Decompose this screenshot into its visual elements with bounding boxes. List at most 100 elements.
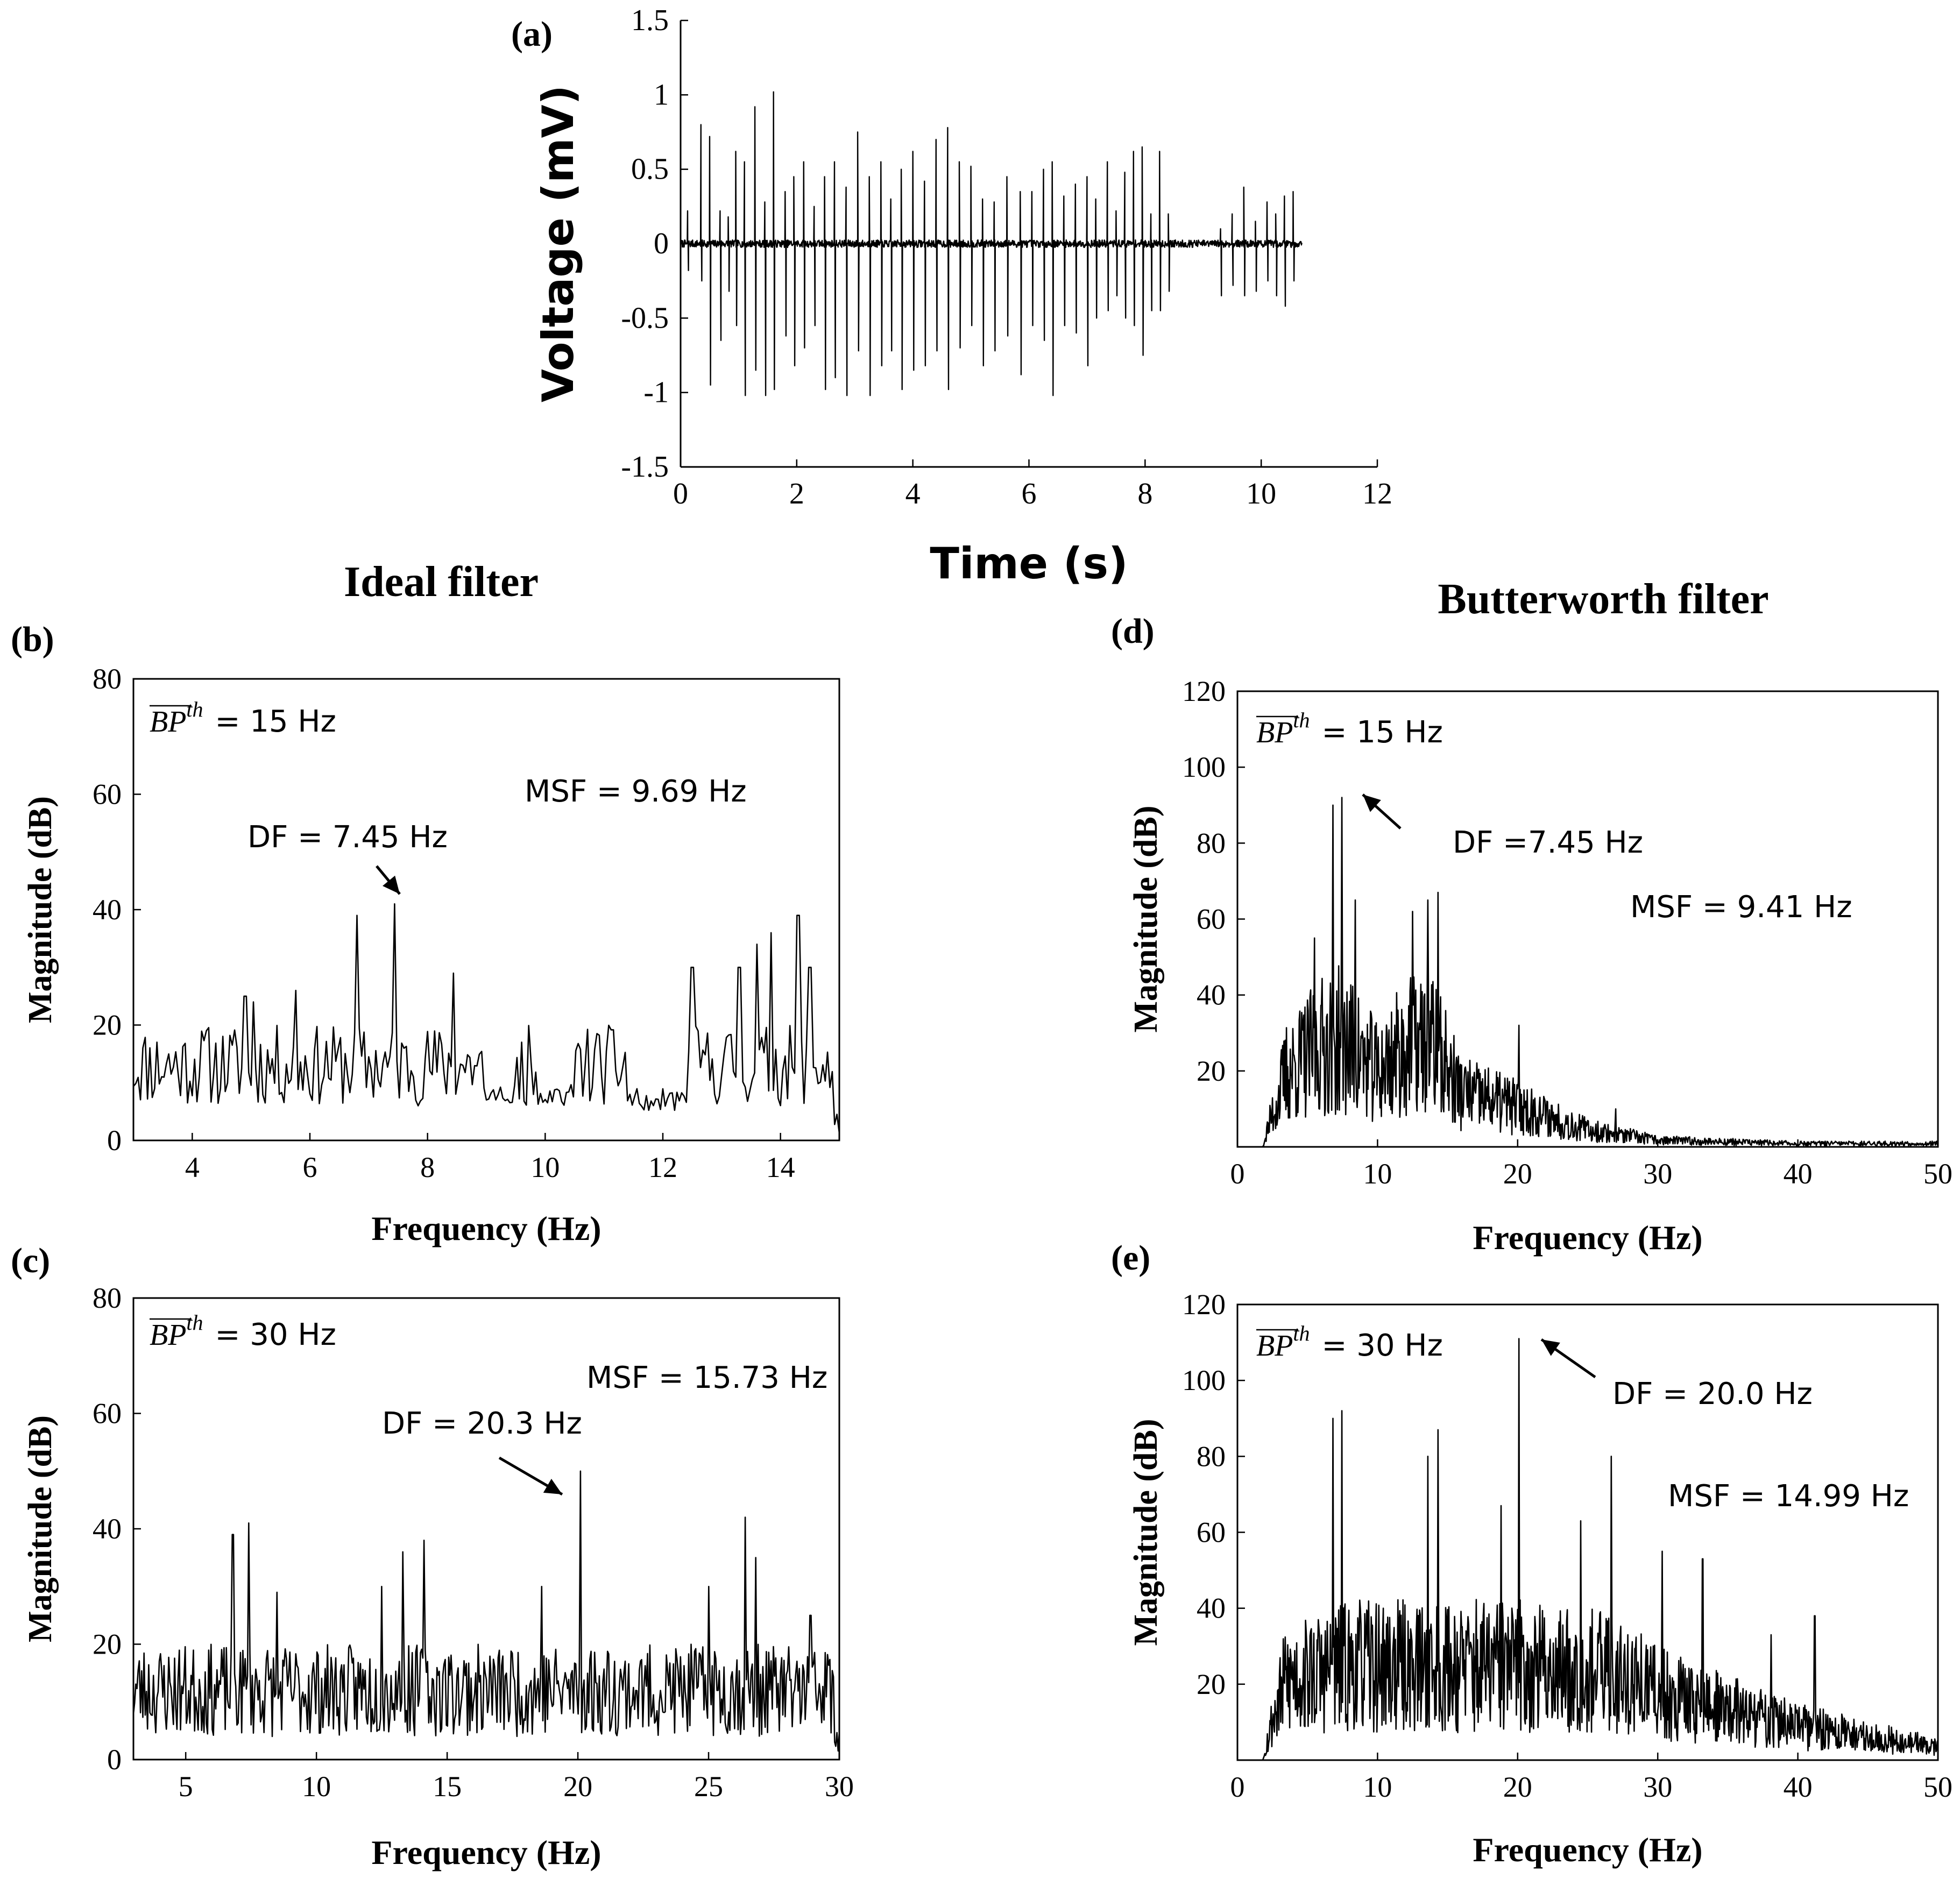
series-line [1237,1338,1939,1761]
y-tick-label: 1 [654,78,669,111]
x-axis-label: Time (s) [930,538,1128,588]
df-arrow-head [383,875,400,894]
x-tick-label: 6 [303,1151,317,1183]
y-tick-label: 0 [107,1124,122,1157]
panel-label: (e) [1111,1238,1150,1278]
panel-label: (d) [1111,612,1155,651]
msf-label: MSF = 9.41 Hz [1630,890,1852,925]
bp-superscript: th [186,1310,203,1335]
x-tick-label: 8 [1137,477,1152,510]
y-tick-label: -1 [643,376,669,409]
bandpass-threshold-label: BPth = 15 Hz [1256,708,1443,750]
df-label: DF = 20.0 Hz [1612,1377,1813,1412]
y-tick-label: 60 [93,1398,122,1430]
y-axis-label: Magnitude (dB) [22,796,59,1023]
panel-label: (a) [511,15,553,54]
x-tick-label: 10 [1363,1158,1392,1190]
bp-superscript: th [186,697,203,721]
x-tick-label: 4 [905,477,921,510]
bp-symbol: BP [150,705,186,739]
x-tick-label: 0 [1230,1158,1245,1190]
panel-label: (b) [11,620,54,659]
x-axis-label: Frequency (Hz) [371,1209,601,1247]
y-axis-label: Magnitude (dB) [1128,806,1164,1033]
y-tick-label: 40 [93,1513,122,1545]
df-arrow-head [1363,795,1381,812]
bp-symbol: BP [1256,1329,1293,1363]
x-tick-label: 15 [433,1770,462,1803]
y-tick-label: -1.5 [621,450,669,484]
series-line [1237,797,1939,1148]
bp-superscript: th [1293,708,1310,732]
x-tick-label: 2 [789,477,804,510]
x-tick-label: 40 [1784,1158,1813,1190]
y-tick-label: 60 [93,778,122,811]
y-tick-label: 120 [1182,1288,1226,1321]
df-label: DF =7.45 Hz [1453,825,1643,860]
x-tick-label: 20 [563,1770,592,1803]
x-axis-label: Frequency (Hz) [1473,1218,1702,1257]
y-tick-label: 60 [1197,1516,1226,1549]
y-tick-label: 20 [93,1009,122,1041]
y-tick-label: 0 [107,1743,122,1776]
panel-b: 4 6 8 10 12 14 0 20 40 60 80 Frequency (Hz) Magnitud… [11,620,840,1247]
bp-superscript: th [1293,1321,1310,1345]
x-axis-label: Frequency (Hz) [371,1833,601,1871]
x-tick-label: 6 [1022,477,1037,510]
x-tick-label: 5 [179,1770,193,1803]
panel-c: 5 10 15 20 25 30 0 20 40 60 80 Frequency (Hz) Magnit… [11,1241,854,1871]
msf-label: MSF = 14.99 Hz [1668,1479,1909,1514]
bp-symbol: BP [150,1318,186,1352]
header-butterworth-filter: Butterworth filter [1438,576,1768,623]
y-tick-label: 120 [1182,675,1226,707]
y-tick-label: 100 [1182,751,1226,783]
y-tick-label: 60 [1197,903,1226,935]
df-arrow-head [1541,1339,1560,1356]
panel-d: 0 10 20 30 40 50 20 40 60 80 100 120 Frequency (Hz) M… [1111,612,1952,1257]
series-line [680,91,1303,396]
y-axis-label: Magnitude (dB) [22,1415,59,1642]
x-tick-label: 8 [420,1151,435,1183]
df-arrow-head [543,1478,562,1494]
x-tick-label: 10 [1363,1771,1392,1803]
header-ideal-filter: Ideal filter [344,558,539,606]
bp-value: = 30 Hz [1322,1328,1443,1363]
panel-a: 0 2 4 6 8 10 12 -1.5 -1 -0.5 0 0.5 1 1.5 Time (s) Volta… [511,4,1392,588]
df-label: DF = 7.45 Hz [247,820,448,855]
x-tick-label: 30 [825,1770,854,1803]
y-tick-label: 20 [1197,1055,1226,1087]
msf-label: MSF = 9.69 Hz [525,774,747,809]
panel-label: (c) [11,1241,50,1280]
y-tick-label: 80 [93,1282,122,1314]
y-tick-label: 20 [1197,1668,1226,1700]
series-line [132,1470,840,1752]
x-tick-label: 10 [530,1151,560,1183]
bandpass-threshold-label: BPth = 30 Hz [1256,1321,1443,1363]
x-tick-label: 25 [694,1770,723,1803]
bp-symbol: BP [1256,716,1293,749]
msf-label: MSF = 15.73 Hz [586,1360,827,1395]
bp-value: = 15 Hz [215,704,336,739]
x-tick-label: 50 [1923,1158,1952,1190]
x-tick-label: 30 [1643,1771,1672,1803]
y-tick-label: 0 [654,227,669,260]
x-tick-label: 10 [302,1770,331,1803]
x-tick-label: 4 [185,1151,200,1183]
x-tick-label: 14 [766,1151,795,1183]
y-tick-label: 40 [1197,1592,1226,1625]
y-tick-label: 40 [1197,979,1226,1011]
df-label: DF = 20.3 Hz [382,1406,582,1441]
x-tick-label: 40 [1784,1771,1813,1803]
x-tick-label: 10 [1246,477,1276,510]
bandpass-threshold-label: BPth = 15 Hz [150,697,336,739]
series-line [132,903,840,1133]
y-tick-label: 80 [1197,1440,1226,1472]
y-tick-label: 80 [1197,827,1226,859]
bandpass-threshold-label: BPth = 30 Hz [150,1310,336,1352]
y-axis-label: Voltage (mV) [533,85,583,402]
x-tick-label: 12 [1362,477,1392,510]
y-tick-label: 20 [93,1628,122,1661]
x-tick-label: 20 [1503,1158,1532,1190]
y-axis-label: Magnitude (dB) [1128,1419,1164,1646]
